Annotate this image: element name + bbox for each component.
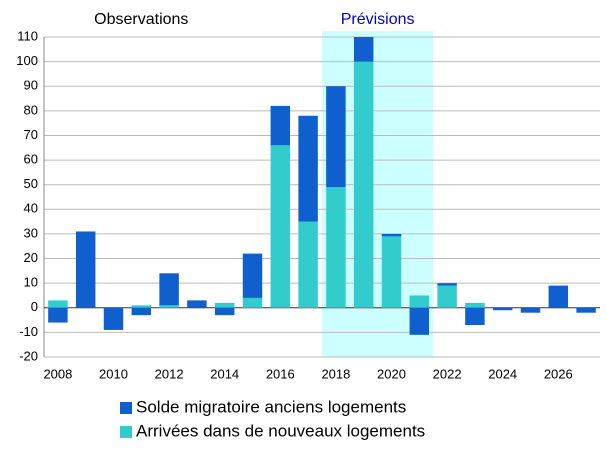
y-tick-label: 60 [24,152,38,167]
bar [381,233,402,237]
y-tick-label: 90 [24,78,38,93]
bar [298,221,318,308]
bar [409,307,430,335]
y-tick-label: 20 [24,250,38,265]
x-tick-label: 2024 [488,366,517,381]
y-tick-label: 0 [31,299,38,314]
bar [353,37,374,62]
legend-swatch [120,426,132,438]
bar [465,302,485,308]
legend-label: Arrivées dans de nouveaux logements [136,421,425,440]
x-tick-label: 2022 [433,366,462,381]
x-tick-label: 2012 [155,366,184,381]
bar [270,145,291,308]
bar [353,61,374,308]
bar [242,253,263,298]
x-tick-label: 2020 [377,366,406,381]
bar [214,302,235,308]
bar [187,300,207,308]
annotation: Prévisions [341,11,415,28]
bar [270,105,291,146]
bar [381,236,402,308]
bar [465,307,485,325]
bar [548,285,569,308]
bar [492,307,513,311]
bar [520,307,541,313]
y-tick-label: -10 [19,324,38,339]
bar [131,307,152,316]
bar [298,115,318,222]
y-tick-label: 70 [24,127,38,142]
legend-swatch [120,402,132,414]
y-tick-label: 30 [24,225,38,240]
x-tick-label: 2010 [99,366,128,381]
x-tick-label: 2026 [544,366,573,381]
bar [75,231,96,308]
bar [159,305,179,308]
legend-label: Solde migratoire anciens logements [136,397,406,416]
bar [326,86,346,188]
bar [159,273,179,306]
y-tick-label: -20 [19,348,38,363]
y-tick-label: 80 [24,102,38,117]
y-tick-label: 110 [17,28,38,43]
bar [437,285,457,308]
annotation: Observations [94,11,188,28]
bar [48,307,68,323]
x-tick-label: 2014 [210,366,239,381]
y-tick-label: 10 [24,275,38,290]
y-tick-label: 50 [24,176,38,191]
y-tick-label: 100 [16,53,38,68]
bar [242,297,263,308]
bar [326,187,346,308]
bar [214,307,235,316]
bar [437,283,457,286]
y-tick-label: 40 [24,201,38,216]
bar [409,295,430,308]
bar [103,307,124,330]
bar [131,305,152,308]
bar [48,300,68,308]
bar [576,307,596,313]
x-tick-label: 2016 [266,366,295,381]
x-tick-label: 2008 [43,366,72,381]
x-tick-label: 2018 [321,366,350,381]
